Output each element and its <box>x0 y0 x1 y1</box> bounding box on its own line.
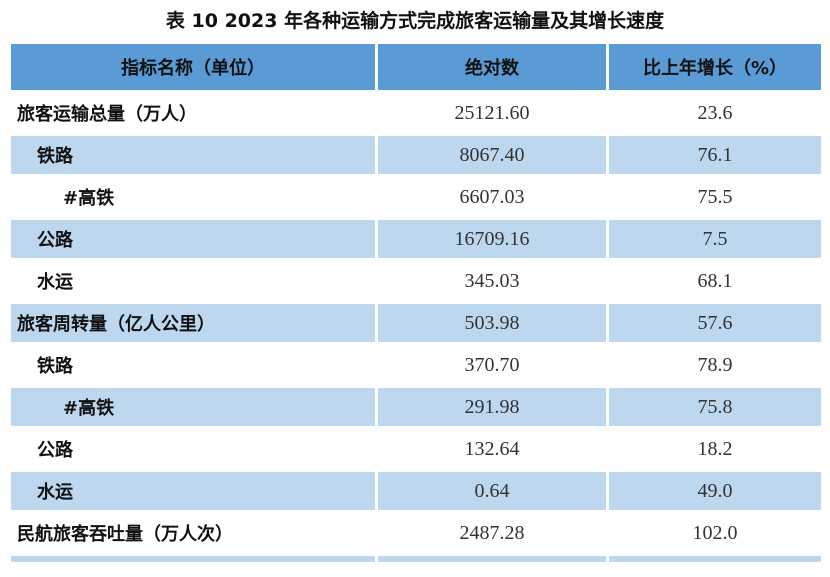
row-name: 民航旅客吞吐量（万人次） <box>17 524 233 545</box>
row-value: 2487.28 <box>459 521 525 544</box>
row-name: 旅客运输总量（万人） <box>17 104 197 125</box>
table-row: #高铁 291.98 75.8 <box>11 388 821 426</box>
row-value: 16709.16 <box>378 220 606 258</box>
row-value: 345.03 <box>464 269 520 292</box>
row-growth: 23.6 <box>697 101 733 124</box>
row-name: #高铁 <box>11 388 375 426</box>
row-growth: 18.2 <box>697 437 733 460</box>
partial-row <box>11 556 821 562</box>
header-row: 指标名称（单位） 绝对数 比上年增长（%） <box>11 44 821 90</box>
row-name: 公路 <box>37 440 73 461</box>
table-row: 铁路 8067.40 76.1 <box>11 136 821 174</box>
row-name: #高铁 <box>63 188 115 209</box>
row-growth: 68.1 <box>697 269 733 292</box>
row-growth: 75.5 <box>697 185 733 208</box>
table-title: 表 10 2023 年各种运输方式完成旅客运输量及其增长速度 <box>165 10 665 32</box>
table-row: 民航旅客吞吐量（万人次） 2487.28 102.0 <box>11 514 821 552</box>
row-value: 0.64 <box>378 472 606 510</box>
table-row: 旅客周转量（亿人公里） 503.98 57.6 <box>11 304 821 342</box>
row-value: 291.98 <box>378 388 606 426</box>
row-growth: 49.0 <box>609 472 821 510</box>
passenger-transport-table: 指标名称（单位） 绝对数 比上年增长（%） 旅客运输总量（万人） 25121.6… <box>8 40 824 566</box>
row-value: 503.98 <box>378 304 606 342</box>
table-row: 公路 16709.16 7.5 <box>11 220 821 258</box>
table-row: 水运 0.64 49.0 <box>11 472 821 510</box>
row-value: 6607.03 <box>459 185 525 208</box>
row-name: 铁路 <box>11 136 375 174</box>
row-growth: 75.8 <box>609 388 821 426</box>
table-row: 公路 132.64 18.2 <box>11 430 821 468</box>
row-growth: 78.9 <box>697 353 733 376</box>
row-value: 132.64 <box>464 437 520 460</box>
row-growth: 57.6 <box>609 304 821 342</box>
row-growth: 102.0 <box>692 521 738 544</box>
partial-cell <box>11 556 375 562</box>
table-row: 铁路 370.70 78.9 <box>11 346 821 384</box>
row-name: 水运 <box>11 472 375 510</box>
partial-cell <box>378 556 606 562</box>
row-value: 8067.40 <box>378 136 606 174</box>
row-value: 370.70 <box>464 353 520 376</box>
table-row: 水运 345.03 68.1 <box>11 262 821 300</box>
row-name: 水运 <box>37 272 73 293</box>
header-absolute-value: 绝对数 <box>378 44 606 90</box>
row-growth: 76.1 <box>609 136 821 174</box>
partial-cell <box>609 556 821 562</box>
row-name: 公路 <box>11 220 375 258</box>
header-indicator: 指标名称（单位） <box>11 44 375 90</box>
row-name: 铁路 <box>37 356 73 377</box>
row-name: 旅客周转量（亿人公里） <box>11 304 375 342</box>
header-growth: 比上年增长（%） <box>609 44 821 90</box>
row-value: 25121.60 <box>454 101 530 124</box>
row-growth: 7.5 <box>609 220 821 258</box>
table-row: 旅客运输总量（万人） 25121.60 23.6 <box>11 94 821 132</box>
table-row: #高铁 6607.03 75.5 <box>11 178 821 216</box>
